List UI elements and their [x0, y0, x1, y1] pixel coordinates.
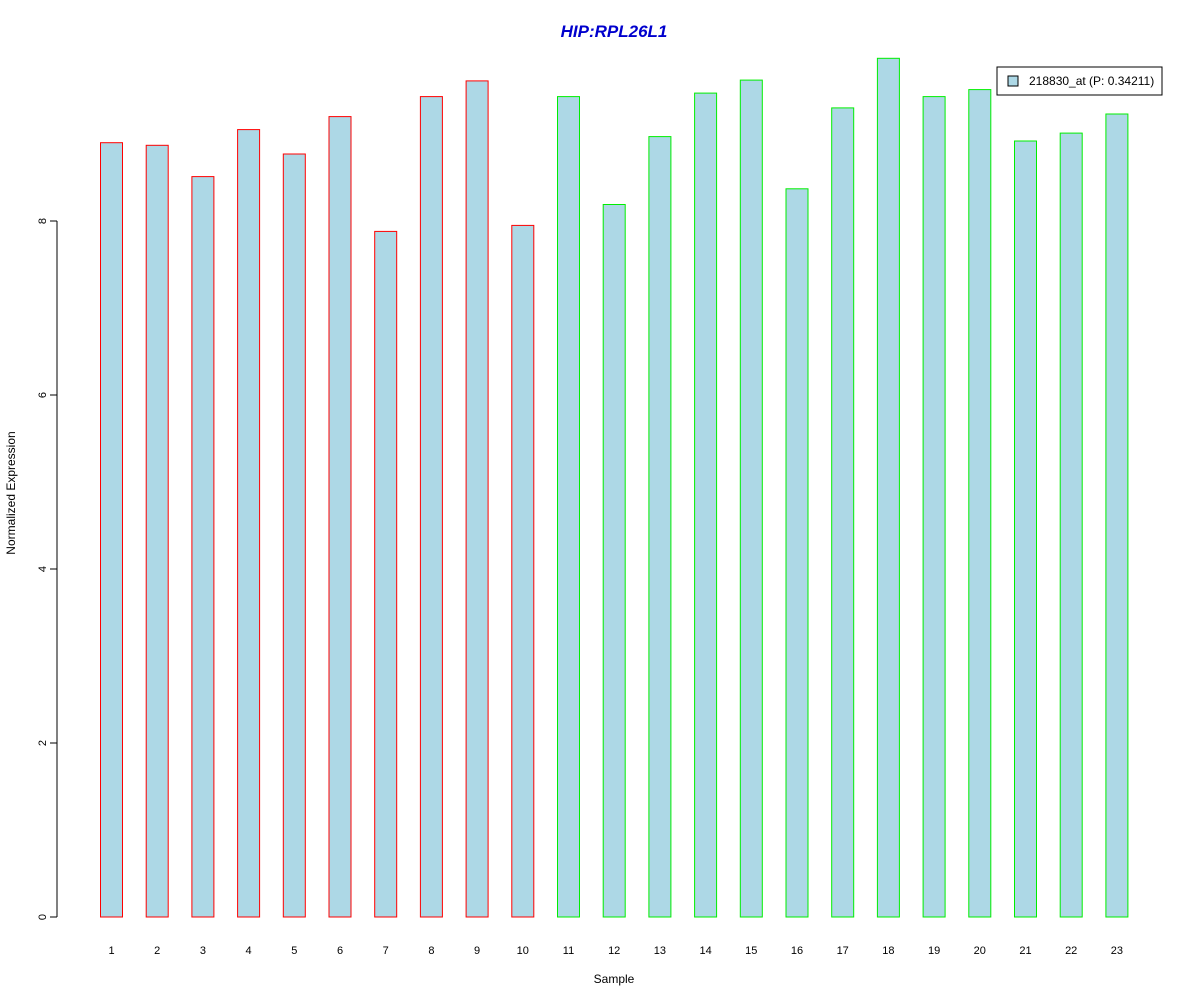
bar-sample-16 [785, 188, 809, 918]
chart-title: HIP:RPL26L1 [561, 22, 668, 41]
legend-swatch [1007, 75, 1019, 87]
x-tick-label: 2 [154, 945, 160, 957]
bar-sample-10 [511, 224, 535, 918]
x-tick-label: 13 [654, 945, 666, 957]
x-tick-label: 10 [517, 945, 529, 957]
x-tick-label: 5 [291, 945, 297, 957]
bar-sample-9 [465, 80, 489, 918]
bars [100, 57, 1129, 918]
x-tick-label: 6 [337, 945, 343, 957]
x-tick-label: 12 [608, 945, 620, 957]
legend-label: 218830_at (P: 0.34211) [1029, 74, 1154, 88]
legend: 218830_at (P: 0.34211) [996, 66, 1163, 96]
y-axis-label: Normalized Expression [4, 431, 18, 554]
x-tick-label: 1 [108, 945, 114, 957]
bar-sample-1 [100, 142, 123, 918]
bar-sample-7 [374, 230, 398, 918]
y-tick-label: 6 [37, 392, 49, 398]
bar-sample-20 [968, 89, 992, 918]
bar-sample-12 [602, 204, 626, 918]
bar-sample-11 [557, 96, 580, 918]
bar-sample-5 [282, 153, 306, 918]
bar-sample-18 [876, 57, 900, 918]
x-tick-label: 7 [383, 945, 389, 957]
x-tick-labels: 1 2 3 4 5 6 7 8 9 10 11 12 13 14 15 16 17 18 19 20 21 22 23 [108, 945, 1123, 957]
x-tick-label: 3 [200, 945, 206, 957]
bar-sample-22 [1059, 132, 1083, 918]
x-tick-label: 17 [837, 945, 849, 957]
x-tick-label: 18 [882, 945, 894, 957]
y-tick-label: 2 [37, 740, 49, 746]
x-tick-label: 16 [791, 945, 803, 957]
x-tick-label: 11 [563, 945, 574, 957]
x-tick-label: 20 [974, 945, 986, 957]
bar-sample-14 [694, 92, 718, 918]
y-axis: 0 2 4 6 8 [37, 218, 58, 920]
y-tick-label: 4 [37, 566, 49, 572]
x-tick-label: 19 [928, 945, 940, 957]
x-tick-label: 15 [745, 945, 757, 957]
legend-box [996, 66, 1163, 96]
x-tick-label: 9 [474, 945, 480, 957]
bar-sample-23 [1105, 113, 1129, 918]
x-tick-label: 23 [1111, 945, 1123, 957]
y-tick-label: 8 [37, 218, 49, 224]
x-tick-label: 22 [1065, 945, 1077, 957]
bar-sample-19 [922, 96, 946, 918]
x-tick-label: 8 [428, 945, 434, 957]
bar-sample-8 [419, 96, 443, 918]
bar-sample-17 [831, 107, 855, 918]
bar-sample-3 [191, 176, 215, 918]
bar-sample-6 [328, 116, 352, 918]
y-tick-label: 0 [37, 914, 49, 920]
x-tick-label: 14 [699, 945, 711, 957]
x-axis-label: Sample [594, 972, 635, 986]
bar-sample-13 [648, 136, 672, 918]
x-tick-label: 4 [246, 945, 252, 957]
bar-sample-2 [145, 144, 169, 918]
bar-sample-4 [237, 129, 261, 918]
bar-sample-21 [1014, 140, 1037, 918]
x-tick-label: 21 [1019, 945, 1031, 957]
bar-sample-15 [739, 79, 763, 918]
